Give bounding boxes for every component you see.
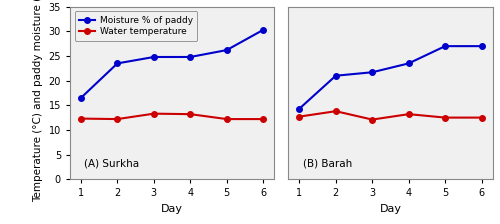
Moisture % of paddy [406, 62, 411, 65]
Water temperature [478, 116, 484, 119]
Moisture % of paddy [296, 107, 302, 110]
X-axis label: Day: Day [380, 204, 402, 214]
Y-axis label: Temperature (°C) and paddy moisture (%): Temperature (°C) and paddy moisture (%) [33, 0, 43, 202]
Water temperature [442, 116, 448, 119]
Text: (A) Surkha: (A) Surkha [84, 159, 140, 169]
Moisture % of paddy [224, 49, 230, 52]
Moisture % of paddy [369, 71, 375, 74]
Line: Moisture % of paddy: Moisture % of paddy [296, 43, 484, 112]
Moisture % of paddy [442, 45, 448, 47]
Moisture % of paddy [260, 28, 266, 31]
Water temperature [296, 115, 302, 118]
Legend: Moisture % of paddy, Water temperature: Moisture % of paddy, Water temperature [74, 11, 198, 41]
Water temperature [188, 113, 194, 116]
Water temperature [333, 110, 339, 112]
Line: Water temperature: Water temperature [78, 111, 266, 122]
Water temperature [151, 112, 157, 115]
Moisture % of paddy [478, 45, 484, 47]
Moisture % of paddy [78, 97, 84, 99]
Water temperature [224, 118, 230, 121]
X-axis label: Day: Day [161, 204, 183, 214]
Moisture % of paddy [188, 56, 194, 58]
Water temperature [78, 117, 84, 120]
Line: Moisture % of paddy: Moisture % of paddy [78, 27, 266, 101]
Water temperature [260, 118, 266, 121]
Moisture % of paddy [151, 56, 157, 58]
Line: Water temperature: Water temperature [296, 108, 484, 122]
Water temperature [406, 113, 411, 116]
Text: (B) Barah: (B) Barah [302, 159, 352, 169]
Water temperature [369, 118, 375, 121]
Water temperature [114, 118, 120, 121]
Moisture % of paddy [333, 74, 339, 77]
Moisture % of paddy [114, 62, 120, 65]
